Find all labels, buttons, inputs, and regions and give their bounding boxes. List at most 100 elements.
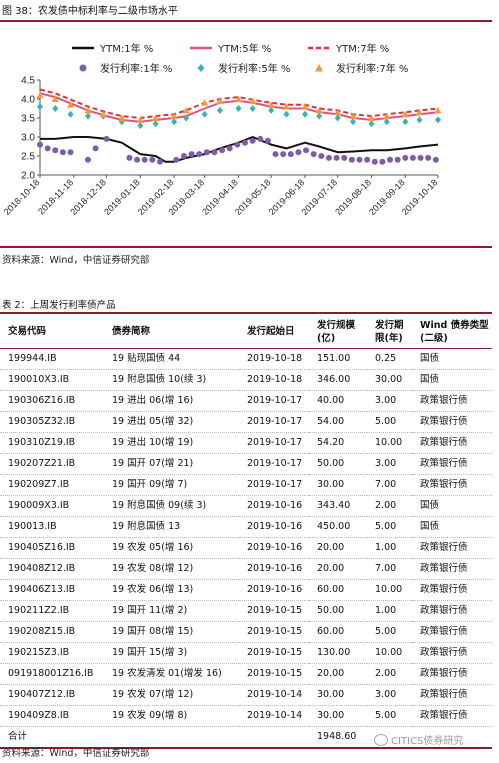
cell-start-date: 2019-10-18 xyxy=(239,369,309,391)
series-point-5 xyxy=(383,112,391,120)
cell-size: 151.00 xyxy=(309,348,367,370)
table-row: 190408Z12.IB 19 农发 08(增 12) 2019-10-16 20.0… xyxy=(0,558,492,580)
watermark-text: CITICS债券研究 xyxy=(391,736,464,747)
cell-start-date: 2019-10-15 xyxy=(239,663,309,685)
cell-name: 19 进出 06(增 16) xyxy=(104,390,239,412)
header-type: Wind 债券类型(二级) xyxy=(412,316,492,349)
series-point-3 xyxy=(417,154,424,161)
y-tick-label: 3.5 xyxy=(21,114,35,125)
cell-code: 190207Z21.IB xyxy=(0,453,104,475)
series-point-3 xyxy=(272,151,279,158)
series-point-4 xyxy=(84,112,91,120)
series-point-4 xyxy=(301,110,308,118)
series-point-3 xyxy=(44,145,51,152)
series-point-3 xyxy=(103,135,110,142)
series-point-3 xyxy=(173,156,180,163)
cell-start-date: 2019-10-16 xyxy=(239,558,309,580)
figure-title-rule xyxy=(0,20,492,22)
cell-term: 1.00 xyxy=(367,600,412,622)
series-point-4 xyxy=(416,116,423,124)
table-row: 190209Z7.IB 19 国开 09(增 7) 2019-10-17 30.00 7… xyxy=(0,474,492,496)
series-point-3 xyxy=(211,149,218,156)
cell-start-date: 2019-10-17 xyxy=(239,411,309,433)
legend-label-2: YTM:7年 % xyxy=(335,42,389,55)
cell-type: 政策银行债 xyxy=(412,663,492,685)
cell-type: 政策银行债 xyxy=(412,453,492,475)
cell-size: 30.00 xyxy=(309,684,367,706)
cell-name: 19 农发 06(增 13) xyxy=(104,579,239,601)
table-title: 表 2：上周发行利率债产品 xyxy=(2,300,116,311)
legend-label-3: 发行利率:1年 % xyxy=(100,62,172,75)
y-tick-label: 2.5 xyxy=(21,152,35,163)
cell-start-date: 2019-10-16 xyxy=(239,495,309,517)
series-point-3 xyxy=(219,147,226,154)
series-point-3 xyxy=(234,141,241,148)
cell-name: 19 农发清发 01(增发 16) xyxy=(104,663,239,685)
cell-name: 19 国开 08(增 15) xyxy=(104,621,239,643)
series-point-3 xyxy=(52,147,59,154)
series-point-5 xyxy=(334,108,342,116)
series-point-3 xyxy=(156,158,163,165)
cell-name: 19 农发 09(增 8) xyxy=(104,705,239,727)
series-point-3 xyxy=(318,153,325,159)
series-point-3 xyxy=(257,135,264,142)
cell-type: 政策银行债 xyxy=(412,411,492,433)
legend-swatch-3 xyxy=(79,64,87,72)
cell-term: 7.00 xyxy=(367,558,412,580)
series-point-3 xyxy=(387,156,394,163)
cell-type: 政策银行债 xyxy=(412,558,492,580)
total-empty-cell xyxy=(104,726,239,749)
y-tick-label: 3.0 xyxy=(21,133,35,144)
cell-size: 20.00 xyxy=(309,663,367,685)
cell-term: 0.25 xyxy=(367,348,412,370)
cell-size: 20.00 xyxy=(309,558,367,580)
cell-start-date: 2019-10-14 xyxy=(239,684,309,706)
x-tick-label: 2019-10-18 xyxy=(400,177,440,217)
cell-name: 19 进出 05(增 32) xyxy=(104,411,239,433)
cell-size: 346.00 xyxy=(309,369,367,391)
cell-name: 19 国开 11(增 2) xyxy=(104,600,239,622)
bond-issuance-table: 交易代码 债券简称 发行起始日 发行规模(亿) 发行期限(年) Wind 债券类… xyxy=(0,316,492,749)
series-point-4 xyxy=(249,105,256,112)
series-point-5 xyxy=(249,97,257,104)
table-row: 190406Z13.IB 19 农发 06(增 13) 2019-10-16 60.0… xyxy=(0,579,492,601)
series-point-3 xyxy=(333,154,340,161)
cell-start-date: 2019-10-14 xyxy=(239,705,309,727)
series-point-5 xyxy=(434,106,442,114)
series-point-3 xyxy=(241,139,248,146)
series-point-4 xyxy=(349,118,356,126)
table-row: 190207Z21.IB 19 国开 07(增 21) 2019-10-17 50.0… xyxy=(0,453,492,475)
header-name: 债券简称 xyxy=(104,316,239,349)
total-label: 合计 xyxy=(0,726,104,749)
cell-name: 19 进出 10(增 19) xyxy=(104,432,239,454)
cell-code: 190009X3.IB xyxy=(0,495,104,517)
series-point-5 xyxy=(282,103,290,110)
cell-code: 190215Z3.IB xyxy=(0,642,104,664)
table-row: 190409Z8.IB 19 农发 09(增 8) 2019-10-14 30.00 5… xyxy=(0,705,492,727)
cell-name: 19 农发 05(增 16) xyxy=(104,537,239,559)
series-point-5 xyxy=(118,114,126,121)
cell-code: 091918001Z16.IB xyxy=(0,663,104,685)
series-point-3 xyxy=(37,141,43,148)
table-row: 190215Z3.IB 19 国开 15(增 3) 2019-10-15 130.00… xyxy=(0,642,492,664)
series-point-5 xyxy=(216,97,224,104)
cell-size: 40.00 xyxy=(309,390,367,412)
series-point-3 xyxy=(325,154,332,161)
cell-size: 130.00 xyxy=(309,642,367,664)
table-row: 190310Z19.IB 19 进出 10(增 19) 2019-10-17 54.2… xyxy=(0,432,492,454)
cell-size: 54.00 xyxy=(309,411,367,433)
series-point-4 xyxy=(52,105,59,112)
legend-label-4: 发行利率:5年 % xyxy=(218,62,290,75)
series-point-3 xyxy=(59,149,66,156)
series-point-5 xyxy=(349,112,357,120)
cell-start-date: 2019-10-17 xyxy=(239,390,309,412)
table-row: 190306Z16.IB 19 进出 06(增 16) 2019-10-17 40.0… xyxy=(0,390,492,412)
cell-type: 政策银行债 xyxy=(412,474,492,496)
series-point-5 xyxy=(51,95,59,102)
table-row: 190407Z12.IB 19 农发 07(增 12) 2019-10-14 30.0… xyxy=(0,684,492,706)
total-value: 1948.60 xyxy=(309,726,367,749)
cell-code: 190208Z15.IB xyxy=(0,621,104,643)
total-empty-cell xyxy=(239,726,309,749)
series-point-4 xyxy=(37,103,43,111)
series-point-4 xyxy=(183,114,190,122)
